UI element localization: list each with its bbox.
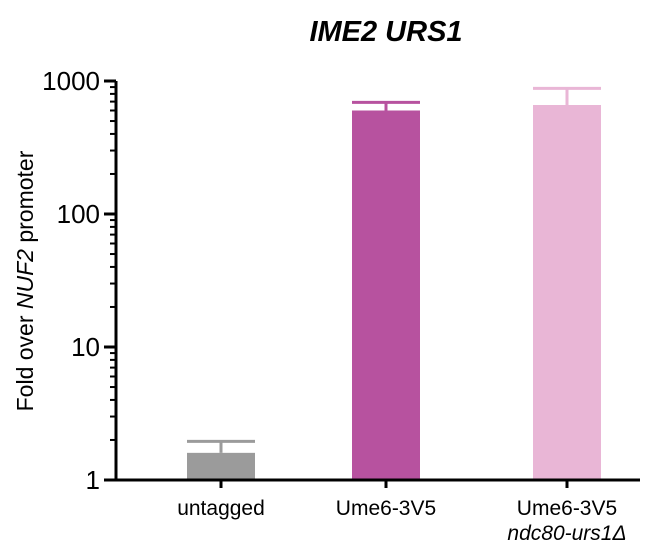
x-label-1: untagged [177, 497, 265, 520]
y-axis-label: Fold over NUF2 promoter [12, 150, 38, 411]
y-tick-label-100: 100 [57, 199, 100, 229]
bar-2 [352, 110, 420, 480]
y-axis-label-suffix: promoter [12, 150, 38, 249]
bar-1 [187, 452, 255, 480]
y-tick-label-10: 10 [71, 332, 100, 362]
error-bars-group [187, 86, 601, 453]
y-tick-label-1000: 1000 [42, 66, 100, 96]
chart-title: IME2 URS1 [309, 16, 462, 48]
bars-group [187, 105, 601, 480]
x-label-2: Ume6-3V5 [336, 497, 436, 520]
bar-3 [533, 105, 601, 480]
x-axis [114, 478, 640, 488]
x-label-3: Ume6-3V5 [517, 497, 617, 520]
y-tick-label-1: 1 [86, 465, 100, 495]
y-axis-label-prefix: Fold over [12, 309, 38, 411]
x-label-3-line2: ndc80-urs1Δ [507, 522, 626, 545]
y-axis-label-gene: NUF2 [12, 249, 38, 309]
y-axis: 1 10 100 1000 [42, 66, 118, 495]
